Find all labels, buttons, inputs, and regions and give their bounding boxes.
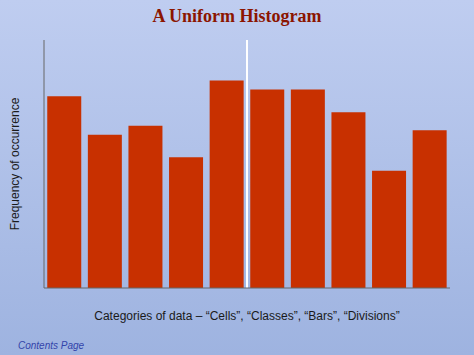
html-text:A Uniform Histogram: A Uniform Histogram (152, 6, 322, 26)
svg-text:Categories of data – “Cells”,: Categories of data – “Cells”, “Classes”,… (94, 309, 399, 323)
html-text:Contents Page: Contents Page (18, 340, 85, 351)
svg-text:Frequency of occurrence: Frequency of occurrence (8, 97, 22, 230)
